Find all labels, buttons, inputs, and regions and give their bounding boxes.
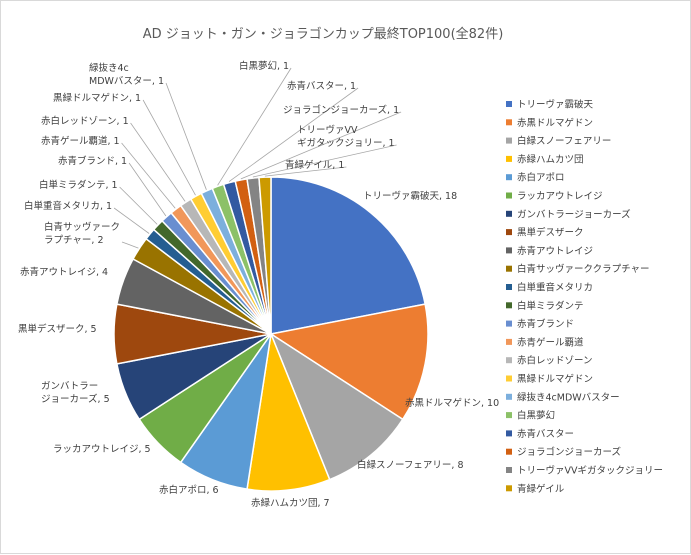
data-label: 黒緑ドルマゲドン, 1 — [53, 92, 141, 104]
legend-label: ガンバトラージョーカーズ — [517, 208, 631, 220]
legend-label: トリーヴァ霸破天 — [517, 99, 594, 111]
legend-swatch — [506, 265, 512, 272]
legend-label: 赤青ブランド — [517, 318, 574, 330]
leader-line — [165, 82, 207, 190]
legend-swatch — [506, 485, 512, 492]
legend-label: トリーヴァVVギガタックジョリー — [517, 465, 663, 477]
legend-label: 赤白アポロ — [517, 172, 565, 184]
data-label: 赤緑ハムカツ団, 7 — [251, 497, 330, 509]
data-label: ジョラゴンジョーカーズ, 1 — [283, 104, 399, 116]
legend-swatch — [506, 155, 512, 162]
data-label: 青緑ゲイル, 1 — [285, 159, 344, 171]
data-label: トリーヴァ霸破天, 18 — [363, 190, 457, 202]
legend-label: 白単重音メタリカ — [517, 282, 593, 294]
data-label: 緑抜き4c MDWバスター, 1 — [89, 62, 164, 87]
legend-label: 白単ミラダンテ — [517, 300, 584, 312]
legend-swatch — [506, 320, 512, 327]
legend-label: 赤白レッドゾーン — [517, 355, 593, 367]
legend-label: 赤黒ドルマゲドン — [517, 117, 593, 129]
legend-label: 白黒夢幻 — [517, 410, 555, 422]
chart-title: AD ジョット・ガン・ジョラゴンカップ最終TOP100(全82件) — [143, 26, 504, 42]
legend-swatch — [506, 467, 512, 473]
data-label: 白緑スノーフェアリー, 8 — [357, 459, 464, 471]
data-label: トリーヴァVV ギガタックジョリー, 1 — [297, 124, 395, 149]
pie-slice — [269, 303, 429, 421]
legend-swatch — [506, 375, 512, 382]
legend-swatch — [506, 302, 512, 309]
legend-label: 黒単デスザーク — [517, 227, 584, 239]
data-label: 赤青バスター, 1 — [287, 80, 356, 92]
legend-label: 白緑スノーフェアリー — [517, 135, 611, 147]
legend-swatch — [506, 101, 512, 107]
legend-label: 緑抜き4cMDWバスター — [517, 391, 620, 403]
legend-swatch — [506, 393, 512, 400]
legend-label: 黒緑ドルマゲドン — [517, 373, 593, 385]
data-label: ガンバトラージョーカーズ, 5 — [41, 381, 110, 405]
data-label: 赤青アウトレイジ, 4 — [20, 266, 108, 278]
pie-slice — [246, 331, 331, 492]
legend-swatch — [506, 137, 512, 144]
legend-swatch — [506, 210, 512, 217]
data-label: 赤白レッドゾーン, 1 — [41, 115, 129, 127]
legend-swatch — [506, 448, 512, 455]
leader-line — [121, 142, 176, 209]
legend-swatch — [506, 284, 512, 290]
legend-swatch — [506, 247, 512, 254]
legend-swatch — [506, 119, 512, 126]
pie-slice — [269, 332, 404, 481]
legend-swatch — [506, 229, 512, 236]
legend-label: 赤緑ハムカツ団 — [517, 153, 584, 165]
legend-label: 赤青アウトレイジ — [517, 245, 593, 257]
data-label: 赤青ブランド, 1 — [58, 155, 127, 167]
data-labels: トリーヴァ霸破天, 18 赤黒ドルマゲドン, 10 白緑スノーフェアリー, 8 赤緑ハ… — [18, 60, 499, 509]
leader-line — [228, 87, 359, 182]
legend-swatch — [506, 430, 512, 437]
data-label: 白青サッヴァークラプチャー, 2 — [44, 221, 120, 246]
legend-label: 赤青ゲール覇道 — [517, 336, 584, 348]
legend-swatch — [506, 338, 512, 345]
legend-swatch — [506, 412, 512, 419]
leader-line — [217, 67, 292, 186]
leader-line — [128, 162, 167, 217]
legend-label: 青緑ゲイル — [517, 483, 565, 495]
leader-line — [119, 186, 158, 225]
leader-lines — [113, 67, 402, 249]
leader-line — [252, 144, 397, 178]
pie-slice — [270, 176, 427, 335]
pie-slices — [113, 176, 429, 492]
data-label: ラッカアウトレイジ, 5 — [53, 444, 151, 455]
data-label: 赤白アポロ, 6 — [159, 484, 219, 496]
data-label: 黒単デスザーク, 5 — [18, 323, 97, 335]
data-label: 白単ミラダンテ, 1 — [39, 179, 118, 191]
legend-label: 赤青バスター — [517, 428, 574, 440]
leader-line — [130, 122, 186, 202]
legend-swatch — [506, 357, 512, 364]
legend-label: 白青サッヴァーククラプチャー — [517, 263, 650, 275]
data-label: 白単重音メタリカ, 1 — [24, 200, 112, 212]
data-label: 赤青ゲール覇道, 1 — [41, 135, 120, 147]
legend-swatch — [506, 174, 512, 181]
data-label: 赤黒ドルマゲドン, 10 — [405, 397, 499, 409]
pie-slice — [258, 176, 272, 335]
leader-line — [113, 207, 150, 234]
leader-line — [264, 166, 347, 177]
legend-swatch — [506, 192, 512, 199]
legend-label: ジョラゴンジョーカーズ — [517, 446, 622, 458]
leader-line — [240, 111, 402, 180]
leader-line — [121, 241, 139, 249]
data-label: 白黒夢幻, 1 — [239, 60, 289, 72]
leader-line — [142, 99, 196, 196]
legend: トリーヴァ霸破天赤黒ドルマゲドン白緑スノーフェアリー赤緑ハムカツ団赤白アポロラッ… — [506, 99, 663, 495]
legend-label: ラッカアウトレイジ — [517, 191, 603, 202]
